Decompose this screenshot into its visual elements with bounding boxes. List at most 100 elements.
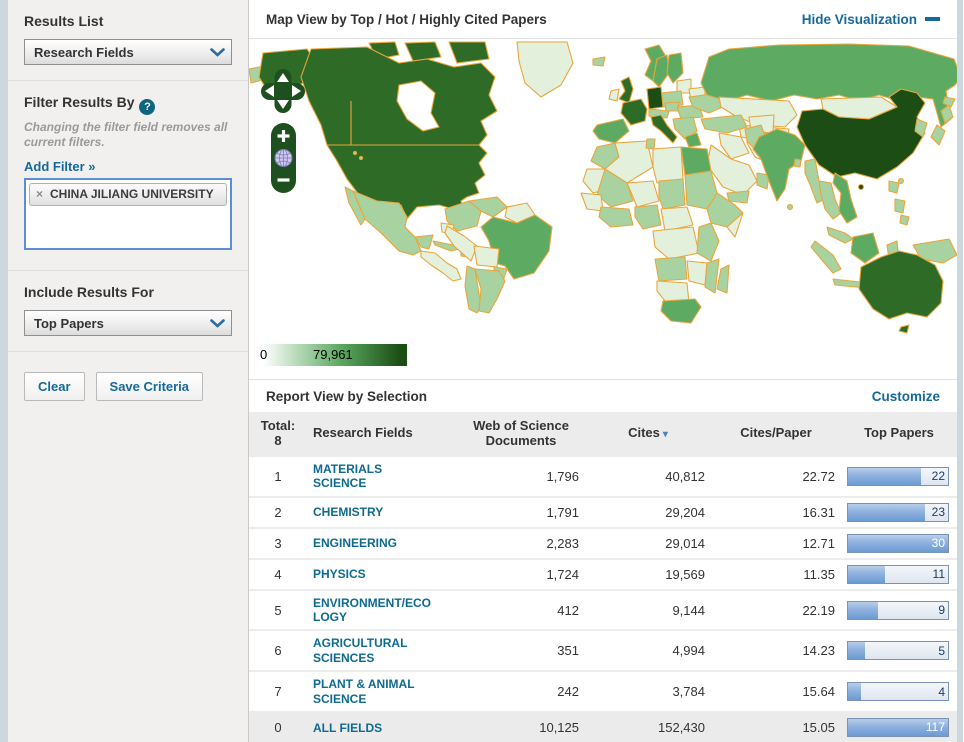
pan-left-icon[interactable] [265,85,274,98]
field-cell: ENGINEERING [307,526,457,559]
results-list-section: Results List Research Fields [8,0,248,81]
results-list-heading: Results List [24,13,104,29]
rank-cell: 7 [249,670,307,712]
top-papers-bar: 11 [847,564,949,584]
table-row: 5 ENVIRONMENT/ECOLOGY 412 9,144 22.19 9 [249,588,957,631]
pan-up-icon[interactable] [277,73,289,83]
report-table: Total: 8 Research Fields Web of Science … [249,411,957,742]
research-field-link[interactable]: PHYSICS [313,567,366,582]
top-papers-bar-value: 22 [931,469,945,484]
research-field-link[interactable]: ALL FIELDS [313,720,383,735]
field-cell: AGRICULTURAL SCIENCES [307,629,457,672]
results-list-selected-value: Research Fields [34,44,134,60]
pan-down-icon[interactable] [277,100,289,110]
report-view-title: Report View by Selection [266,388,428,404]
save-criteria-button[interactable]: Save Criteria [95,372,204,401]
customize-link[interactable]: Customize [871,388,940,404]
remove-filter-icon[interactable]: × [36,187,44,201]
filter-heading: Filter Results By? [24,94,232,115]
top-papers-bar: 4 [847,682,949,702]
pan-right-icon[interactable] [292,85,301,98]
top-papers-bar-fill [848,503,925,521]
clear-button[interactable]: Clear [24,372,85,401]
wos-documents-cell: 1,791 [457,495,585,528]
research-field-link[interactable]: ENGINEERING [313,536,398,551]
cites-per-paper-cell: 15.05 [711,710,841,742]
top-papers-cell: 11 [841,557,957,590]
wos-documents-cell: 10,125 [457,710,585,742]
table-row: 2 CHEMISTRY 1,791 29,204 16.31 23 [249,495,957,528]
world-map-visualization[interactable] [249,41,957,386]
zoom-in-button[interactable] [277,130,290,143]
rank-cell: 1 [249,454,307,497]
actions-section: Clear Save Criteria [8,352,248,416]
cites-per-paper-cell: 16.31 [711,495,841,528]
rank-cell: 2 [249,495,307,528]
research-field-link[interactable]: MATERIALS SCIENCE [313,461,383,491]
rank-cell: 4 [249,557,307,590]
wos-documents-cell: 351 [457,629,585,672]
collapse-minus-icon[interactable] [925,17,940,22]
top-papers-bar-value: 23 [931,505,945,520]
wos-documents-cell: 1,796 [457,454,585,497]
include-results-section: Include Results For Top Papers [8,271,248,352]
top-papers-bar: 30 [847,533,949,553]
field-cell: ALL FIELDS [307,710,457,742]
research-field-link[interactable]: ENVIRONMENT/ECOLOGY [313,595,432,625]
cites-cell: 9,144 [585,588,711,631]
top-papers-bar: 9 [847,600,949,620]
top-papers-bar-fill [848,534,948,552]
main-panel: Map View by Top / Hot / Highly Cited Pap… [249,0,957,742]
map-view-header: Map View by Top / Hot / Highly Cited Pap… [249,0,957,40]
legend-max-value: 79,961 [313,347,353,363]
filter-section: Filter Results By? Changing the filter f… [8,81,248,271]
map-legend: 0 79,961 [257,344,407,367]
field-cell: CHEMISTRY [307,495,457,528]
globe-reset-button[interactable] [274,149,293,168]
active-filter-box: × CHINA JILIANG UNIVERSITY [24,178,232,250]
total-count-header: Total: 8 [249,411,307,456]
filter-tag-label: CHINA JILIANG UNIVERSITY [50,187,214,201]
top-papers-bar-value: 117 [925,720,945,735]
column-header-wos-documents[interactable]: Web of Science Documents [457,411,585,456]
top-papers-bar: 22 [847,466,949,486]
rank-cell: 0 [249,710,307,742]
table-row: 3 ENGINEERING 2,283 29,014 12.71 30 [249,526,957,559]
top-papers-bar-value: 30 [931,536,945,551]
sort-descending-icon: ▾ [662,429,668,441]
field-cell: PLANT & ANIMAL SCIENCE [307,670,457,712]
table-row: 4 PHYSICS 1,724 19,569 11.35 11 [249,557,957,590]
rank-cell: 6 [249,629,307,672]
top-papers-bar-fill [848,601,878,619]
research-field-link[interactable]: CHEMISTRY [313,505,384,520]
add-filter-link[interactable]: Add Filter » [24,159,96,174]
research-field-link[interactable]: AGRICULTURAL SCIENCES [313,636,408,665]
column-header-cites-sorted[interactable]: Cites ▾ [585,411,711,456]
top-papers-cell: 4 [841,670,957,712]
map-pan-control[interactable] [261,69,305,114]
top-papers-cell: 22 [841,454,957,497]
cites-cell: 4,994 [585,629,711,672]
hide-visualization-link[interactable]: Hide Visualization [801,11,917,27]
report-table-body: 1 MATERIALS SCIENCE 1,796 40,812 22.72 2… [249,454,957,742]
include-results-select[interactable]: Top Papers [24,310,232,336]
wos-documents-cell: 242 [457,670,585,712]
research-field-link[interactable]: PLANT & ANIMAL SCIENCE [313,677,415,706]
top-papers-bar-fill [848,718,948,736]
column-header-research-fields[interactable]: Research Fields [307,411,457,456]
sidebar: Results List Research Fields Filter Resu… [8,0,249,742]
field-cell: MATERIALS SCIENCE [307,454,457,497]
results-list-select[interactable]: Research Fields [24,39,232,65]
cites-cell: 40,812 [585,454,711,497]
column-header-cites-per-paper[interactable]: Cites/Paper [711,411,841,456]
field-cell: ENVIRONMENT/ECOLOGY [307,588,457,631]
top-papers-bar-fill [848,467,922,485]
rank-cell: 5 [249,588,307,631]
map-view-title: Map View by Top / Hot / Highly Cited Pap… [266,11,547,27]
help-icon[interactable]: ? [139,99,156,115]
cites-cell: 29,204 [585,495,711,528]
left-gutter [0,0,8,742]
top-papers-bar: 117 [847,717,949,737]
top-papers-bar-value: 5 [938,643,945,658]
column-header-top-papers[interactable]: Top Papers [841,411,957,456]
